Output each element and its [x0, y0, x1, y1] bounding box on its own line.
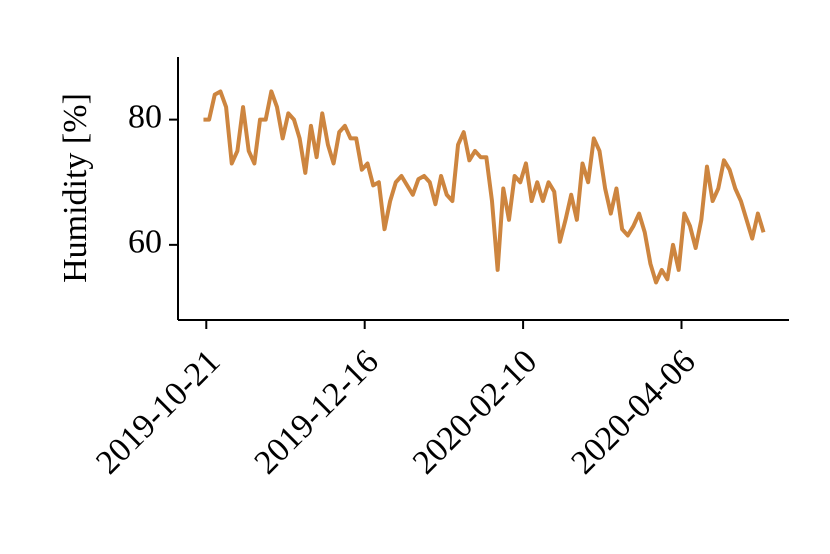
y-axis-label: Humidity [%]: [57, 93, 94, 283]
x-tick-label: 2019-12-16: [248, 343, 386, 481]
x-tick-label: 2020-04-06: [564, 343, 702, 481]
y-tick-label: 60: [128, 224, 162, 261]
y-tick-label: 80: [128, 98, 162, 135]
line: [203, 89, 766, 285]
x-tick-label: 2019-10-21: [89, 343, 227, 481]
x-tick-label: 2020-02-10: [406, 343, 544, 481]
